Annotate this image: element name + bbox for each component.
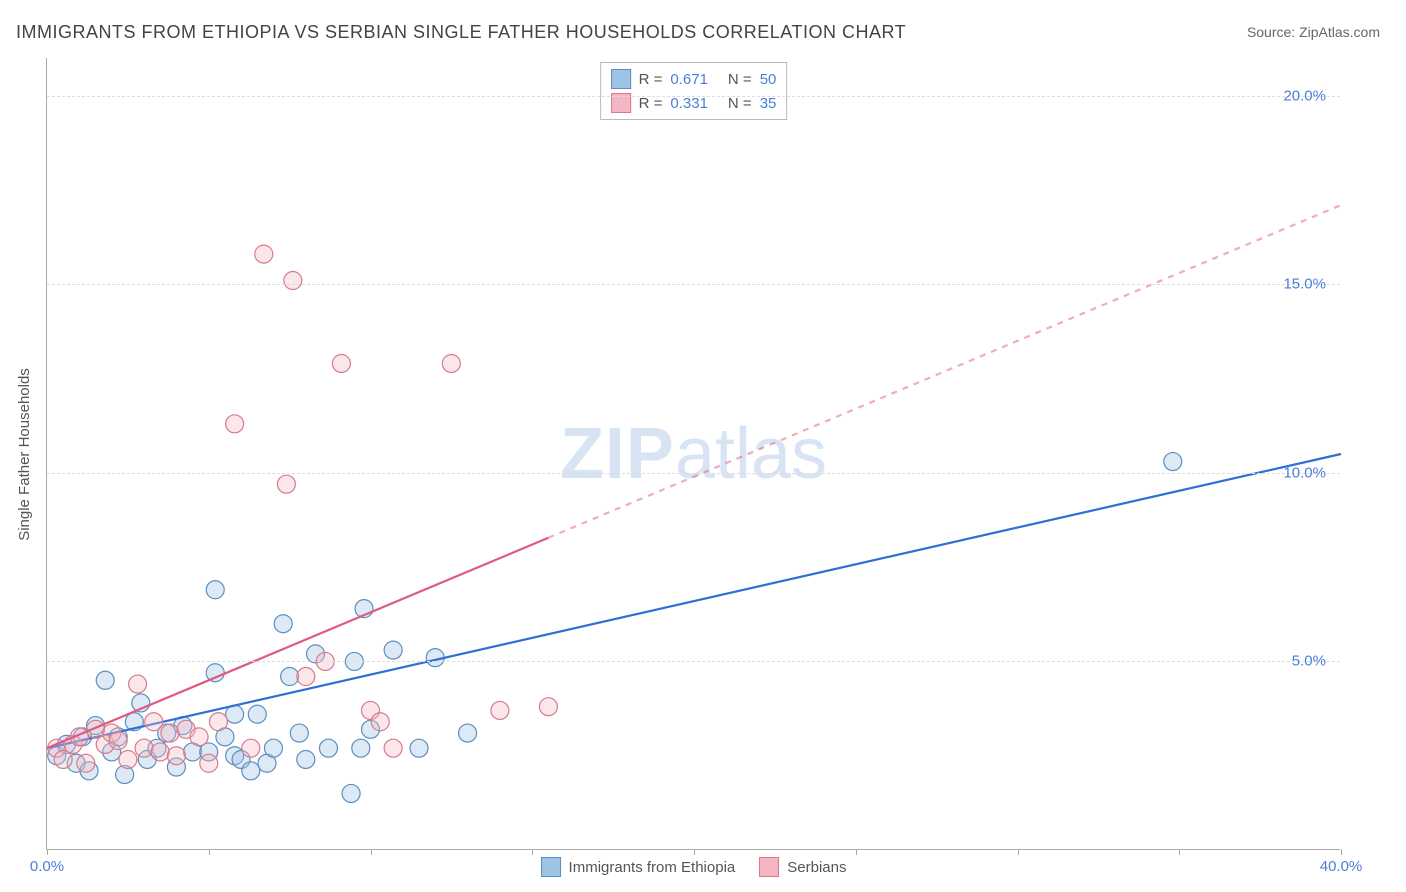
grid-line <box>47 284 1340 285</box>
scatter-point-ethiopia <box>281 668 299 686</box>
grid-line <box>47 661 1340 662</box>
y-tick-label: 10.0% <box>1283 464 1326 481</box>
scatter-point-serbians <box>255 245 273 263</box>
legend-swatch-ethiopia <box>541 857 561 877</box>
scatter-point-serbians <box>384 739 402 757</box>
scatter-point-serbians <box>332 354 350 372</box>
scatter-point-ethiopia <box>342 784 360 802</box>
scatter-point-serbians <box>277 475 295 493</box>
y-tick-label: 20.0% <box>1283 87 1326 104</box>
grid-line <box>47 96 1340 97</box>
scatter-point-serbians <box>371 713 389 731</box>
legend-series-label-serbians: Serbians <box>787 859 846 876</box>
trend-line-serbians-dashed <box>548 205 1341 538</box>
x-tick <box>532 849 533 855</box>
scatter-point-ethiopia <box>352 739 370 757</box>
scatter-point-serbians <box>297 668 315 686</box>
scatter-point-serbians <box>135 739 153 757</box>
scatter-point-serbians <box>151 743 169 761</box>
legend-series-label-ethiopia: Immigrants from Ethiopia <box>569 859 736 876</box>
legend-swatch-serbians <box>759 857 779 877</box>
n-value-serbians: 35 <box>760 95 777 112</box>
x-tick <box>694 849 695 855</box>
r-label: R = <box>639 71 663 88</box>
n-label: N = <box>728 71 752 88</box>
y-tick-label: 15.0% <box>1283 276 1326 293</box>
scatter-point-serbians <box>491 701 509 719</box>
scatter-svg <box>47 58 1340 849</box>
scatter-point-serbians <box>242 739 260 757</box>
y-tick-label: 5.0% <box>1292 653 1326 670</box>
scatter-point-serbians <box>145 713 163 731</box>
trend-line-serbians-solid <box>47 538 548 748</box>
scatter-point-serbians <box>539 698 557 716</box>
x-tick <box>371 849 372 855</box>
scatter-point-ethiopia <box>1164 453 1182 471</box>
scatter-point-ethiopia <box>410 739 428 757</box>
legend-correlation-row-ethiopia: R = 0.671 N = 50 <box>611 67 777 91</box>
scatter-point-ethiopia <box>290 724 308 742</box>
legend-correlation: R = 0.671 N = 50 R = 0.331 N = 35 <box>600 62 788 120</box>
scatter-point-ethiopia <box>384 641 402 659</box>
scatter-point-ethiopia <box>297 750 315 768</box>
r-value-ethiopia: 0.671 <box>670 71 708 88</box>
source-label: Source: ZipAtlas.com <box>1247 24 1380 40</box>
x-tick <box>1179 849 1180 855</box>
x-tick <box>856 849 857 855</box>
legend-swatch-ethiopia <box>611 69 631 89</box>
scatter-point-serbians <box>209 713 227 731</box>
scatter-point-ethiopia <box>274 615 292 633</box>
scatter-point-serbians <box>442 354 460 372</box>
scatter-point-serbians <box>200 754 218 772</box>
scatter-point-serbians <box>226 415 244 433</box>
chart-plot-area: ZIPatlas R =0.671N =50R =0.331N =35 Immi… <box>46 58 1340 850</box>
legend-series-item-ethiopia: Immigrants from Ethiopia <box>541 857 736 877</box>
scatter-point-ethiopia <box>96 671 114 689</box>
scatter-point-serbians <box>77 754 95 772</box>
legend-series: Immigrants from Ethiopia Serbians <box>541 857 847 877</box>
x-tick <box>209 849 210 855</box>
legend-series-item-serbians: Serbians <box>759 857 846 877</box>
scatter-point-ethiopia <box>206 581 224 599</box>
trend-line-ethiopia <box>47 454 1341 748</box>
scatter-point-serbians <box>161 724 179 742</box>
scatter-point-serbians <box>129 675 147 693</box>
y-axis-label-container: Single Father Households <box>14 58 34 850</box>
scatter-point-ethiopia <box>459 724 477 742</box>
r-label: R = <box>639 95 663 112</box>
n-label: N = <box>728 95 752 112</box>
chart-title: IMMIGRANTS FROM ETHIOPIA VS SERBIAN SING… <box>16 22 906 43</box>
legend-correlation-row-serbians: R = 0.331 N = 35 <box>611 91 777 115</box>
x-tick-label: 0.0% <box>30 858 64 875</box>
scatter-point-serbians <box>284 272 302 290</box>
x-tick-label: 40.0% <box>1320 858 1363 875</box>
scatter-point-ethiopia <box>242 762 260 780</box>
scatter-point-ethiopia <box>264 739 282 757</box>
scatter-point-serbians <box>109 732 127 750</box>
n-value-ethiopia: 50 <box>760 71 777 88</box>
scatter-point-serbians <box>167 747 185 765</box>
scatter-point-serbians <box>190 728 208 746</box>
scatter-point-ethiopia <box>248 705 266 723</box>
x-tick <box>47 849 48 855</box>
y-axis-label: Single Father Households <box>16 368 33 541</box>
scatter-point-ethiopia <box>319 739 337 757</box>
scatter-point-serbians <box>119 750 137 768</box>
x-tick <box>1341 849 1342 855</box>
grid-line <box>47 473 1340 474</box>
x-tick <box>1018 849 1019 855</box>
r-value-serbians: 0.331 <box>670 95 708 112</box>
